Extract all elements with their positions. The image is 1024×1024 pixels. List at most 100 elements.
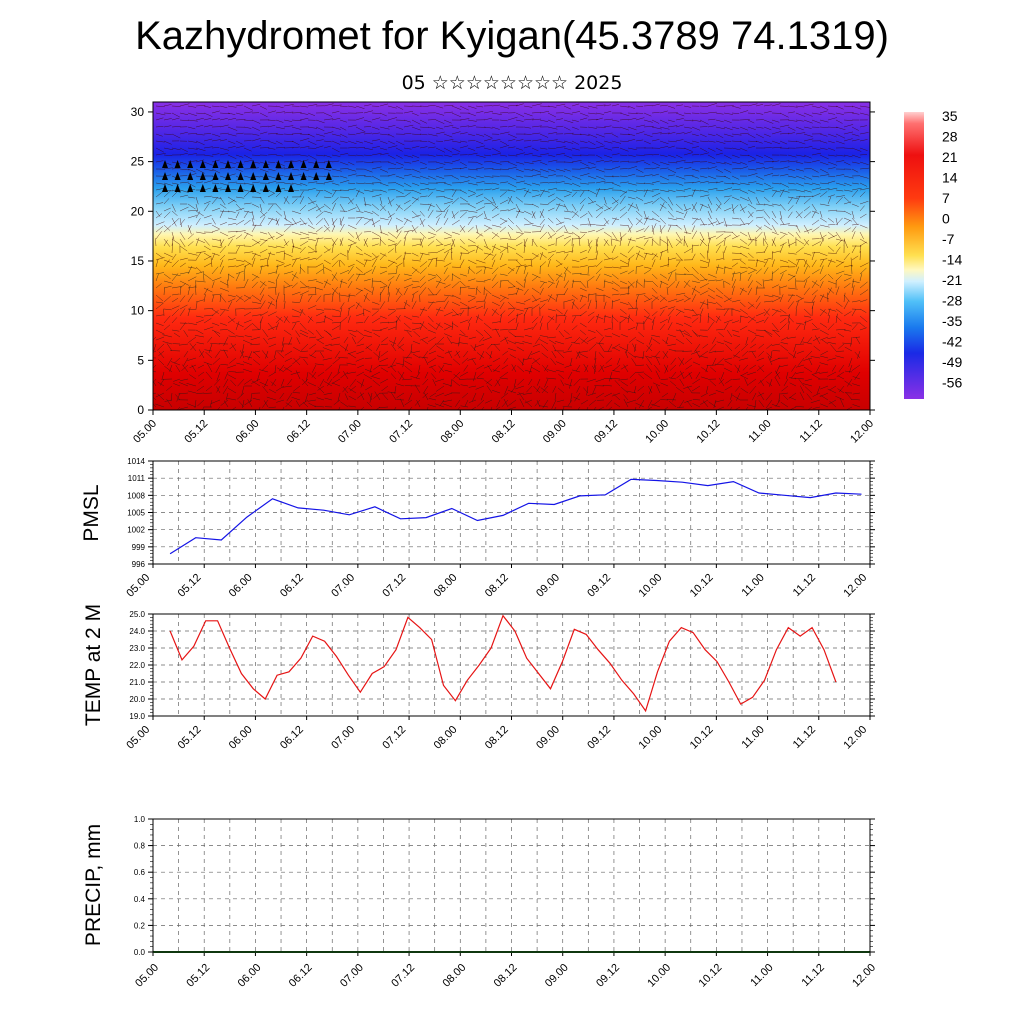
wind-barb xyxy=(735,385,741,392)
wind-barb xyxy=(627,225,633,233)
wind-barb xyxy=(491,343,501,346)
wind-barb xyxy=(787,301,795,310)
wind-barb xyxy=(323,112,333,117)
wind-barb xyxy=(734,364,741,373)
wind-barb xyxy=(216,371,221,382)
wind-barb xyxy=(803,195,814,198)
wind-barb xyxy=(686,338,693,345)
wind-barb xyxy=(587,299,592,310)
wind-barb xyxy=(523,238,526,248)
wind-barb xyxy=(419,182,429,185)
wind-barb xyxy=(379,270,388,275)
wind-barb xyxy=(603,239,609,247)
wind-barb xyxy=(723,175,731,180)
wind-barb xyxy=(827,357,837,361)
wind-barb xyxy=(187,182,196,188)
wind-barb xyxy=(515,308,524,312)
wind-barb xyxy=(340,371,349,379)
y-tick-label: 24.0 xyxy=(129,627,145,636)
wind-barb xyxy=(331,160,340,163)
wind-barb xyxy=(771,308,782,313)
wind-barb xyxy=(211,217,216,225)
wind-barb xyxy=(397,344,405,352)
wind-barb xyxy=(379,285,388,289)
wind-barb xyxy=(459,238,465,245)
wind-barb xyxy=(539,245,547,251)
wind-barb xyxy=(419,161,427,165)
wind-barb xyxy=(811,289,818,296)
wind-barb xyxy=(843,252,850,261)
wind-barb xyxy=(411,280,420,283)
wind-barb xyxy=(411,119,421,125)
wind-barb xyxy=(539,282,545,289)
wind-barb xyxy=(459,280,466,287)
wind-barb xyxy=(347,224,357,230)
wind-barb xyxy=(403,133,412,135)
wind-barb xyxy=(171,133,181,139)
wind-barb xyxy=(157,393,165,401)
wind-barb xyxy=(755,154,764,158)
wind-barb xyxy=(732,378,741,380)
wind-barb xyxy=(387,391,397,394)
wind-barb xyxy=(491,147,501,153)
wind-barb xyxy=(443,236,452,240)
wind-barb xyxy=(679,329,685,338)
wind-barb xyxy=(363,147,373,150)
wind-barb xyxy=(363,308,371,313)
wind-barb xyxy=(539,119,549,122)
wind-barb xyxy=(675,203,683,211)
wind-barb xyxy=(451,105,462,110)
wind-barb xyxy=(475,245,484,251)
wind-barb xyxy=(651,126,662,130)
wind-barb xyxy=(715,112,724,115)
wind-barb xyxy=(400,398,405,408)
wind-barb xyxy=(806,393,813,401)
wind-barb xyxy=(299,196,305,205)
wind-barb xyxy=(515,103,524,107)
wind-barb xyxy=(603,147,613,151)
wind-barb xyxy=(362,308,365,317)
wind-barb xyxy=(475,224,479,234)
wind-barb xyxy=(843,182,852,186)
wind-barb xyxy=(771,146,782,149)
wind-barb xyxy=(803,301,814,303)
wind-barb xyxy=(854,351,861,359)
wind-barb xyxy=(571,160,582,163)
wind-barb xyxy=(387,231,397,238)
wind-barb xyxy=(331,272,338,282)
x-tick-label: 06.00 xyxy=(234,418,262,446)
wind-barb xyxy=(395,217,403,222)
wind-barb xyxy=(859,224,868,229)
wind-barb xyxy=(387,292,391,303)
wind-barb xyxy=(250,343,261,346)
y-tick-label: 1005 xyxy=(127,509,145,518)
wind-barb xyxy=(707,315,716,322)
wind-barb xyxy=(723,161,732,166)
wind-barb xyxy=(227,140,236,144)
wind-barb xyxy=(371,117,381,121)
wind-barb xyxy=(163,211,171,219)
wind-barb xyxy=(437,336,445,344)
wind-barb xyxy=(452,379,461,387)
wind-barb xyxy=(587,175,597,180)
wind-barb xyxy=(725,378,733,384)
wind-barb xyxy=(459,145,469,149)
wind-barb xyxy=(447,350,453,359)
wind-barb xyxy=(387,198,395,205)
wind-barb xyxy=(547,294,556,301)
wind-barb xyxy=(547,132,558,135)
wind-barb xyxy=(315,226,323,233)
wind-barb xyxy=(627,105,635,109)
wind-barb xyxy=(166,385,173,391)
wind-barb xyxy=(635,245,645,250)
wind-barb xyxy=(227,387,237,394)
wind-barb xyxy=(739,238,748,245)
wind-barb xyxy=(363,315,369,324)
wind-barb xyxy=(515,287,524,291)
wind-barb xyxy=(843,210,852,215)
wind-barb xyxy=(579,212,588,219)
wind-barb xyxy=(275,264,284,268)
wind-barb xyxy=(331,126,341,130)
x-tick-label: 12.00 xyxy=(841,572,869,600)
wind-barb xyxy=(307,206,317,212)
